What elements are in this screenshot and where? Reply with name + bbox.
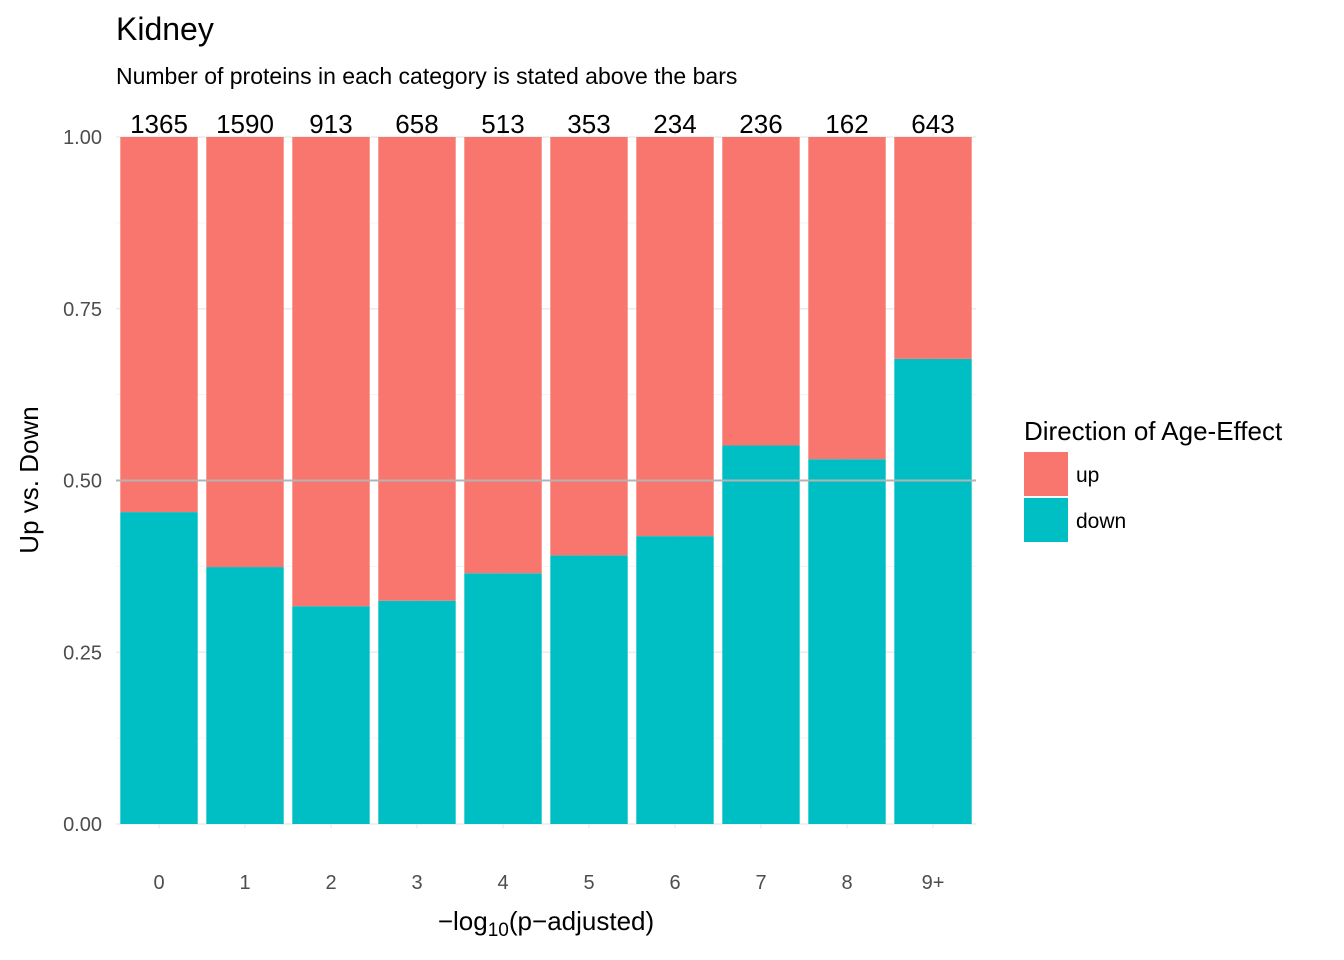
x-axis-ticks: 0 1 2 3 4 5 6 7 8 9+ (153, 872, 944, 894)
y-tick-label: 1.00 (63, 127, 102, 149)
legend-key-down (1024, 498, 1068, 542)
y-tick-label: 0.50 (63, 471, 102, 493)
legend-key-up (1024, 452, 1068, 496)
y-tick-label: 0.75 (63, 299, 102, 321)
x-tick-label: 5 (583, 872, 594, 894)
legend-label-down: down (1076, 510, 1126, 533)
bar-down-7 (722, 445, 800, 824)
x-tick-label: 3 (411, 872, 422, 894)
count-label-2: 913 (309, 109, 352, 139)
count-label-1: 1590 (216, 109, 274, 139)
legend: Direction of Age-Effect up down (1024, 416, 1283, 542)
bar-up-2 (292, 137, 370, 607)
x-tick-label: 9+ (922, 872, 945, 894)
chart-title: Kidney (116, 11, 214, 47)
bar-down-5 (550, 555, 628, 824)
bar-up-3 (378, 137, 456, 601)
count-label-9+: 643 (911, 109, 954, 139)
count-label-5: 353 (567, 109, 610, 139)
x-axis-title-adjusted: adjusted (547, 906, 645, 936)
bar-down-3 (378, 600, 456, 824)
x-tick-label: 6 (669, 872, 680, 894)
x-tick-label: 8 (841, 872, 852, 894)
bar-up-6 (636, 137, 714, 537)
y-tick-label: 0.25 (63, 642, 102, 664)
chart-subtitle: Number of proteins in each category is s… (116, 63, 737, 89)
bar-down-1 (206, 567, 284, 824)
legend-title: Direction of Age-Effect (1024, 416, 1283, 446)
x-tick-label: 0 (153, 872, 164, 894)
bar-up-7 (722, 137, 800, 446)
bar-up-9+ (894, 137, 972, 359)
bar-down-9+ (894, 358, 972, 824)
x-axis-title-log: log (453, 906, 488, 936)
bar-down-8 (808, 459, 886, 824)
count-label-4: 513 (481, 109, 524, 139)
bar-down-6 (636, 536, 714, 824)
y-axis-ticks: 0.00 0.25 0.50 0.75 1.00 (63, 127, 102, 836)
y-tick-label: 0.00 (63, 814, 102, 836)
bar-up-0 (120, 137, 198, 513)
bar-up-4 (464, 137, 542, 574)
count-label-7: 236 (739, 109, 782, 139)
bar-down-0 (120, 512, 198, 824)
x-tick-label: 7 (755, 872, 766, 894)
bars (120, 137, 972, 824)
count-label-0: 1365 (130, 109, 188, 139)
bar-up-5 (550, 137, 628, 556)
x-axis-title-base: 10 (488, 920, 509, 941)
x-axis-title-p: p (518, 906, 532, 936)
x-axis-title: −log10(p−adjusted) (438, 906, 654, 941)
x-axis-title-minus2: − (532, 906, 547, 936)
bar-down-2 (292, 606, 370, 824)
y-axis-title: Up vs. Down (14, 406, 44, 553)
bar-up-8 (808, 137, 886, 460)
x-axis-title-close: ) (646, 906, 655, 936)
bar-up-1 (206, 137, 284, 568)
legend-label-up: up (1076, 464, 1099, 487)
x-tick-label: 2 (325, 872, 336, 894)
count-label-3: 658 (395, 109, 438, 139)
x-tick-label: 1 (239, 872, 250, 894)
count-label-6: 234 (653, 109, 696, 139)
bar-down-4 (464, 573, 542, 824)
x-axis-title-open: ( (509, 906, 518, 936)
x-axis-title-minus: − (438, 906, 453, 936)
count-labels: 1365 1590 913 658 513 353 234 236 162 643 (130, 109, 955, 139)
count-label-8: 162 (825, 109, 868, 139)
x-tick-label: 4 (497, 872, 508, 894)
